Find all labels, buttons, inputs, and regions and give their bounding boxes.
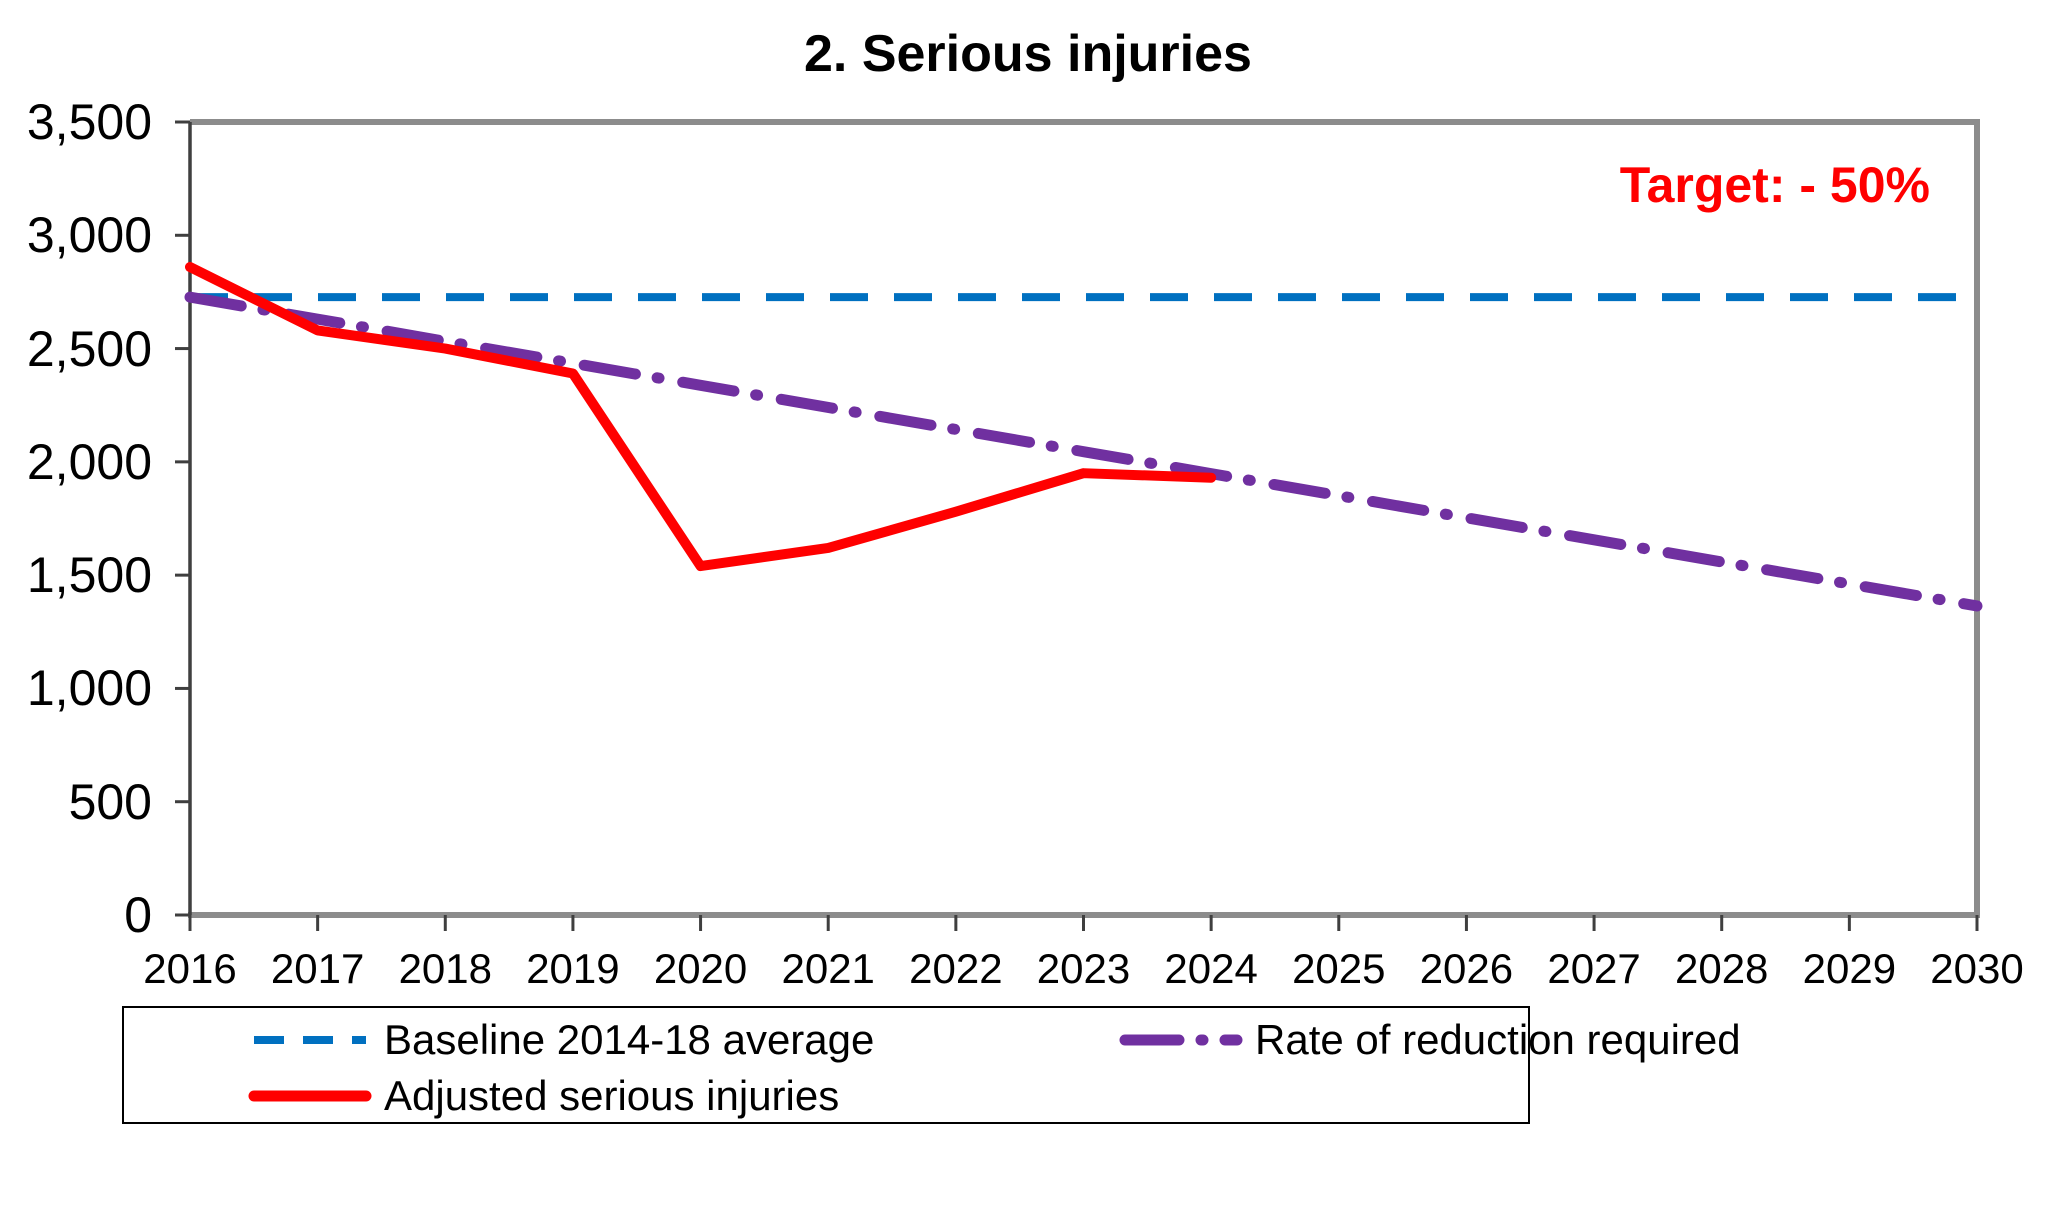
y-tick-label: 1,000 (26, 660, 152, 717)
legend-label-reduction-required: Rate of reduction required (1255, 1016, 1741, 1063)
legend: Baseline 2014-18 average Rate of reducti… (122, 1006, 1741, 1124)
legend-label-adjusted: Adjusted serious injuries (384, 1072, 840, 1119)
x-tick-label: 2017 (270, 945, 365, 992)
legend-item-baseline: Baseline 2014-18 average (248, 1014, 874, 1066)
y-tick-label: 3,500 (26, 94, 152, 150)
x-tick-label: 2030 (1930, 945, 2024, 992)
reduction-required-series-line (184, 291, 1983, 612)
baseline-line-sample-icon (254, 1036, 366, 1044)
y-tick-label: 1,500 (26, 547, 152, 604)
x-tick-label: 2028 (1674, 945, 1769, 992)
x-tick-label: 2023 (1036, 945, 1131, 992)
adjusted-series-line (185, 262, 1217, 572)
x-tick-label: 2021 (781, 945, 875, 992)
legend-item-adjusted: Adjusted serious injuries (248, 1070, 839, 1122)
x-tick-label: 2027 (1547, 945, 1641, 992)
y-tick-label: 3,000 (26, 207, 152, 264)
plot-border (190, 119, 1980, 915)
y-tick-label: 500 (68, 773, 152, 830)
x-tick-label: 2020 (653, 945, 748, 992)
adjusted-line-sample-icon (248, 1090, 372, 1102)
chart-title: 2. Serious injuries (804, 25, 1252, 83)
legend-label-baseline: Baseline 2014-18 average (384, 1016, 875, 1063)
legend-item-reduction-required: Rate of reduction required (1119, 1014, 1741, 1066)
x-tick-label: 2029 (1802, 945, 1897, 992)
y-tick-label: 2,000 (26, 433, 152, 490)
x-tick-label: 2022 (909, 945, 1003, 992)
target-annotation: Target: - 50% (1619, 157, 1930, 213)
x-tick-label: 2019 (526, 945, 620, 992)
x-tick-label: 2018 (398, 945, 492, 992)
x-tick-label: 2026 (1419, 945, 1514, 992)
x-tick-label: 2016 (143, 945, 237, 992)
y-tick-label: 2,500 (26, 320, 152, 377)
x-tick-label: 2025 (1292, 945, 1386, 992)
reduction-line-sample-icon (1119, 1034, 1243, 1046)
y-tick-label: 0 (124, 887, 152, 943)
x-tick-label: 2024 (1164, 945, 1258, 992)
